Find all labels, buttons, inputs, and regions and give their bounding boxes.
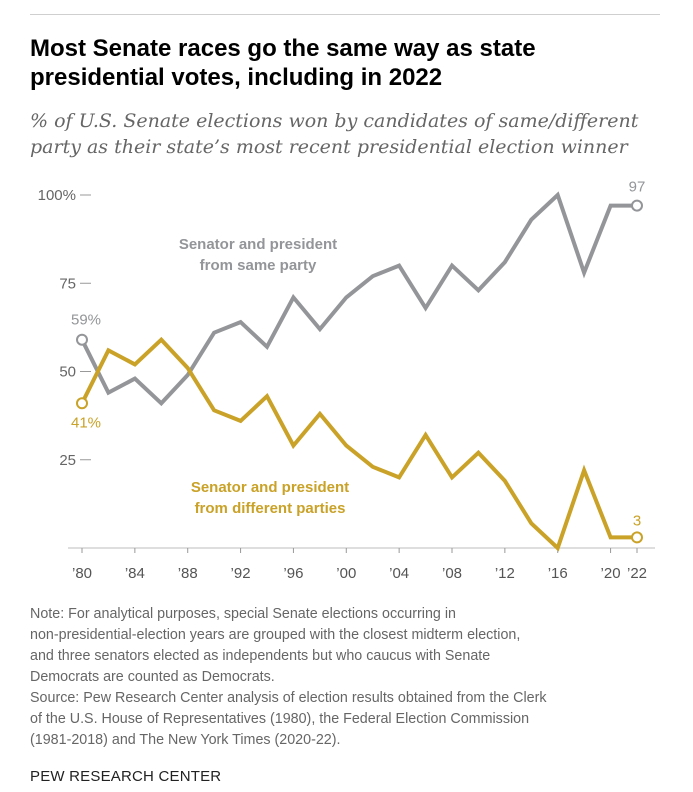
note-line: non-presidential-election years are grou…	[30, 627, 521, 643]
line-chart: 25 50 75 100% ’80 ’84 ’88 ’92 ’96 ’00 ’04 ’08 ’12 ’16…	[38, 179, 655, 582]
x-tick-label: ’00	[336, 565, 356, 582]
chart-title: Most Senate races go the same way as sta…	[30, 35, 536, 91]
note-line: and three senators elected as independen…	[30, 648, 491, 664]
series-label: Senator and president	[179, 236, 337, 253]
source-line: of the U.S. House of Representatives (19…	[30, 711, 530, 727]
x-tick-label: ’08	[442, 565, 462, 582]
x-tick-label: ’88	[178, 565, 198, 582]
series-label: Senator and president	[191, 479, 349, 496]
x-tick-label: ’20	[601, 565, 621, 582]
end-point-marker	[631, 199, 643, 212]
x-tick-label: ’84	[125, 565, 145, 582]
x-tick-label: ’92	[231, 565, 251, 582]
start-data-label: 59%	[71, 312, 101, 329]
y-tick-label: 75	[59, 275, 76, 292]
start-data-label: 41%	[71, 414, 101, 431]
note-line: Note: For analytical purposes, special S…	[30, 606, 456, 622]
series-label: from same party	[200, 257, 317, 274]
series-label: from different parties	[195, 500, 346, 517]
x-tick-label: ’04	[389, 565, 409, 582]
x-tick-label: ’12	[495, 565, 515, 582]
start-point-marker	[76, 397, 88, 410]
source-line: Source: Pew Research Center analysis of …	[30, 690, 547, 706]
end-point-marker	[631, 531, 643, 544]
footer-credit: PEW RESEARCH CENTER	[30, 768, 222, 785]
series-line	[80, 191, 637, 407]
start-point-marker	[76, 333, 88, 346]
end-data-label: 3	[633, 512, 641, 529]
x-tick-label: ’96	[283, 565, 303, 582]
x-tick-label: ’22	[627, 565, 647, 582]
y-tick-label: 50	[59, 364, 76, 381]
x-tick-label: ’80	[72, 565, 92, 582]
x-tick-label: ’16	[548, 565, 568, 582]
y-tick-label: 25	[59, 452, 76, 469]
series-line	[80, 336, 637, 552]
end-data-label: 97	[629, 179, 646, 196]
source-line: (1981-2018) and The New York Times (2020…	[30, 732, 341, 748]
note-line: Democrats are counted as Democrats.	[30, 669, 275, 685]
chart-note: Note: For analytical purposes, special S…	[30, 604, 680, 751]
top-rule	[30, 14, 660, 15]
chart-subtitle: % of U.S. Senate elections won by candid…	[30, 110, 639, 158]
y-tick-label: 100%	[38, 187, 76, 204]
